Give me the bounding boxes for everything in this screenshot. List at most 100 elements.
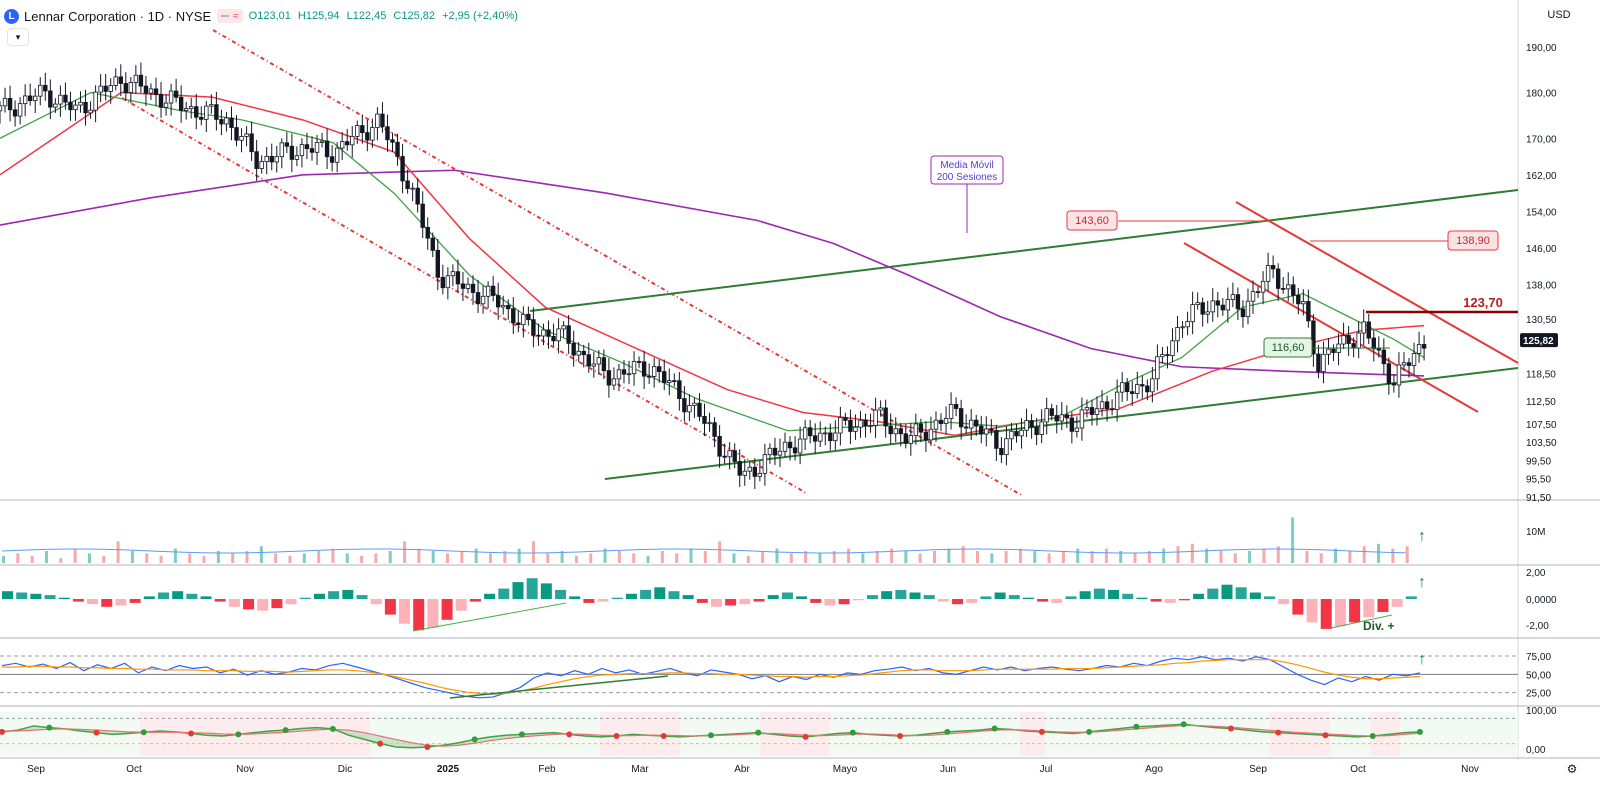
macd-bar: [1037, 599, 1049, 602]
candle-body: [546, 329, 551, 337]
price-tick-label: 107,50: [1526, 420, 1557, 431]
ohlc-change: +2,95 (+2,40%): [442, 10, 518, 22]
candle-body: [465, 283, 471, 289]
stoch-shade-band: [600, 712, 680, 756]
time-tick-label: Nov: [236, 764, 254, 775]
candle-body: [787, 441, 793, 449]
candle-body: [1039, 421, 1044, 435]
stoch-dot: [282, 727, 289, 734]
candle-body: [974, 419, 979, 427]
candle-body: [1391, 383, 1397, 386]
macd-bar: [2, 591, 13, 599]
volume-bar: [44, 551, 48, 563]
macd-bar: [370, 599, 382, 605]
stoch-dot: [849, 729, 856, 736]
volume-bar: [1047, 553, 1051, 563]
candle-body: [722, 455, 727, 458]
candle-body: [400, 156, 405, 182]
candle-body: [158, 94, 164, 108]
macd-bar: [243, 599, 255, 610]
candle-body: [908, 435, 914, 444]
macd-bar: [1164, 599, 1176, 603]
volume-bar: [1119, 551, 1123, 563]
candle-body: [1286, 284, 1291, 290]
stoch-dot: [660, 733, 667, 740]
volume-bar: [947, 548, 951, 563]
candle-body: [485, 285, 491, 297]
time-tick-label: Dic: [338, 764, 352, 775]
macd-bar: [214, 599, 226, 602]
stoch-dot: [235, 731, 242, 738]
candle-body: [943, 418, 949, 424]
collapse-legend-button[interactable]: ▾: [7, 28, 29, 46]
macd-bar: [952, 599, 964, 605]
candle-body: [1074, 427, 1080, 432]
candle-body: [405, 180, 410, 190]
currency-selector[interactable]: USD: [1547, 9, 1571, 21]
macd-bar: [966, 599, 978, 603]
stoch-dot: [329, 725, 336, 732]
candle-body: [958, 408, 964, 428]
candle-body: [813, 435, 818, 442]
candle-body: [1366, 321, 1371, 339]
candle-body: [1054, 415, 1059, 422]
candle-body: [747, 466, 752, 472]
macd-bar: [796, 596, 808, 599]
candle-body: [53, 103, 58, 108]
candle-body: [963, 426, 969, 429]
candle-body: [138, 74, 144, 87]
candle-body: [1130, 391, 1135, 394]
volume-bar: [302, 553, 306, 563]
candle-body: [1099, 401, 1105, 410]
candle-body: [1104, 401, 1110, 410]
volume-bar: [589, 553, 593, 563]
candle-body: [561, 325, 566, 330]
volume-bar: [102, 555, 106, 563]
macd-bar: [101, 599, 113, 607]
market-status-pill[interactable]: ≈: [217, 9, 243, 23]
volume-bar: [1319, 553, 1323, 563]
rsi-tick-label: 75,00: [1526, 652, 1551, 663]
macd-bar: [725, 599, 737, 606]
candle-body: [73, 104, 78, 111]
macd-bar: [994, 592, 1006, 599]
candle-body: [601, 357, 607, 371]
macd-bar: [937, 599, 949, 602]
candle-body: [1069, 417, 1075, 432]
volume-bar: [474, 548, 478, 563]
symbol-title[interactable]: Lennar Corporation · 1D · NYSE: [24, 8, 212, 24]
candle-body: [299, 144, 305, 157]
macd-bar: [640, 589, 652, 599]
candle-body: [717, 436, 722, 457]
macd-bar: [753, 599, 765, 602]
candle-body: [470, 283, 476, 293]
candle-body: [133, 74, 139, 83]
candle-body: [153, 88, 159, 95]
macd-bar: [1334, 599, 1346, 627]
stoch-tick-label: 0,00: [1526, 745, 1546, 756]
candle-body: [219, 119, 224, 125]
candle-body: [1291, 284, 1296, 296]
ma200-callout-line1: Media Móvil: [940, 160, 993, 171]
macd-bar: [1349, 599, 1361, 623]
candle-body: [1411, 353, 1417, 366]
candle-body: [314, 142, 320, 153]
candle-body: [1150, 378, 1155, 393]
candle-body: [1245, 300, 1251, 318]
macd-bar: [625, 593, 637, 599]
candle-body: [948, 404, 954, 419]
candle-body: [27, 95, 33, 102]
candle-body: [848, 419, 853, 432]
candle-body: [1180, 326, 1185, 329]
volume-bar: [1248, 551, 1252, 563]
macd-bar: [16, 592, 28, 599]
volume-up-arrow-icon: ↑: [1418, 528, 1426, 545]
candle-body: [1109, 408, 1115, 411]
candle-body: [1381, 349, 1387, 365]
volume-bar: [1291, 517, 1295, 563]
macd-bar: [115, 599, 127, 606]
candle-body: [450, 271, 456, 277]
candle-body: [173, 90, 179, 98]
upper-down-channel-line: [212, 29, 1024, 497]
